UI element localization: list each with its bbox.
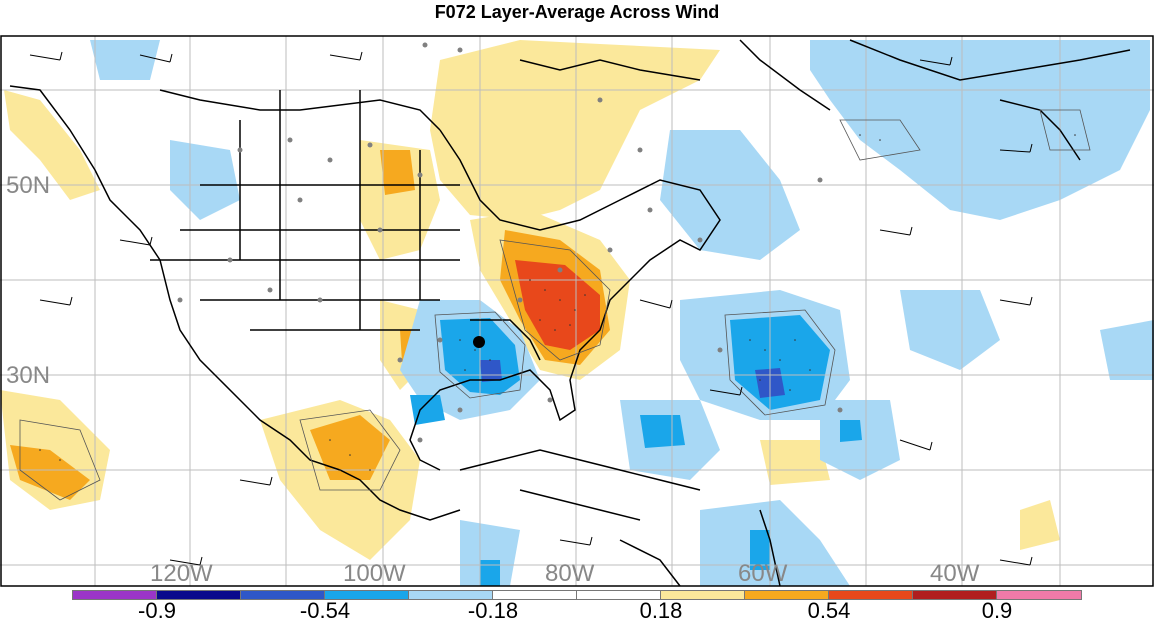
station-dots — [177, 42, 843, 443]
colorbar-segment — [996, 590, 1082, 600]
lon-label-60w: 60W — [738, 560, 788, 587]
colorbar-segment — [408, 590, 494, 600]
lat-label-30n: 30N — [6, 362, 50, 389]
colorbar — [72, 590, 1082, 600]
colorbar-tick-label: 0.54 — [807, 598, 851, 623]
colorbar-segment — [828, 590, 914, 600]
colorbar-segment — [156, 590, 242, 600]
anomaly-shading — [0, 40, 1154, 586]
lon-label-80w: 80W — [545, 560, 595, 587]
contour-lines — [19, 109, 1091, 501]
map-title: F072 Layer-Average Across Wind — [434, 2, 720, 22]
colorbar-segment — [912, 590, 998, 600]
lat-labels: 50N 30N — [6, 172, 50, 389]
colorbar-segment — [660, 590, 746, 600]
colorbar-tick-label: -0.18 — [467, 598, 519, 623]
wind-barbs — [29, 51, 1033, 566]
colorbar-segment — [240, 590, 326, 600]
colorbar-segment — [492, 590, 578, 600]
stippling — [39, 129, 1076, 471]
lon-label-40w: 40W — [930, 560, 980, 587]
colorbar-segment — [576, 590, 662, 600]
colorbar-segment — [744, 590, 830, 600]
map-border — [0, 35, 1154, 587]
lon-label-100w: 100W — [343, 560, 406, 587]
station-dot-icon — [473, 336, 485, 348]
lon-label-120w: 120W — [150, 560, 213, 587]
graticule — [0, 36, 1154, 586]
colorbar-segment — [72, 590, 158, 600]
colorbar-tick-label: -0.54 — [299, 598, 351, 623]
colorbar-tick-label: 0.9 — [981, 598, 1013, 623]
colorbar-segment — [324, 590, 410, 600]
colorbar-tick-label: 0.18 — [639, 598, 683, 623]
colorbar-tick-label: -0.9 — [138, 598, 176, 623]
lat-label-50n: 50N — [6, 172, 50, 199]
lon-labels: 120W 100W 80W 60W 40W — [150, 560, 980, 587]
